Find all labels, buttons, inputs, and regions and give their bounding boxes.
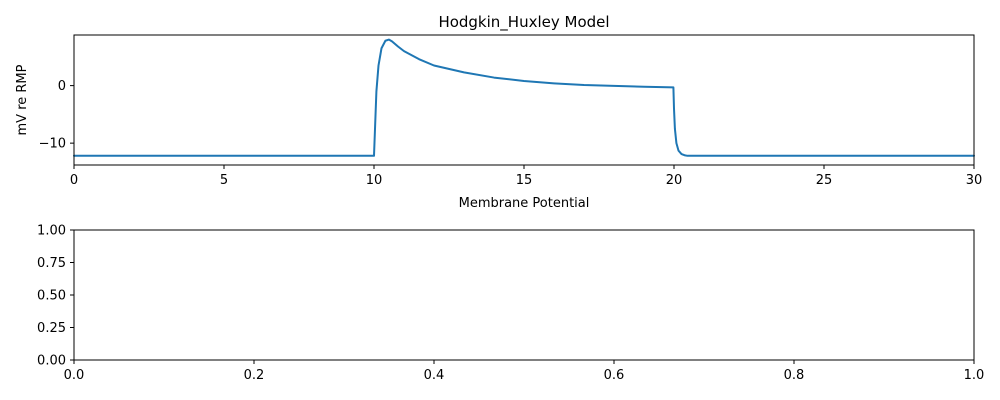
top-x-tick-label: 30 (966, 173, 983, 188)
bottom-x-tick-label: 0.4 (424, 368, 445, 383)
top-x-tick-label: 15 (516, 173, 533, 188)
top-y-tick-label: 0 (58, 79, 66, 94)
voltage-series-line (73, 38, 975, 157)
bottom-axes-frame (73, 229, 975, 361)
bottom-y-tick-label: 0.00 (37, 354, 66, 369)
top-y-tick-label: −10 (39, 137, 66, 152)
top-y-ticks: −10 0 (39, 79, 74, 152)
bottom-y-tick-label: 1.00 (37, 224, 66, 239)
top-x-tick-label: 0 (70, 173, 78, 188)
bottom-x-tick-label: 0.0 (64, 368, 85, 383)
bottom-y-tick-label: 0.50 (37, 289, 66, 304)
top-x-tick-label: 5 (220, 173, 228, 188)
bottom-y-tick-label: 0.75 (37, 256, 66, 271)
bottom-y-tick-label: 0.25 (37, 321, 66, 336)
bottom-x-ticks: 0.0 0.2 0.4 0.6 0.8 1.0 (64, 360, 985, 383)
top-x-tick-label: 25 (816, 173, 833, 188)
chart-title: Hodgkin_Huxley Model (438, 13, 609, 32)
top-x-tick-label: 20 (666, 173, 683, 188)
y-axis-label: mV re RMP (15, 64, 30, 135)
bottom-y-ticks: 0.00 0.25 0.50 0.75 1.00 (37, 224, 74, 369)
voltage-trace-plot: Hodgkin_Huxley Model −10 0 0 5 10 15 20 25 30 M… (15, 13, 982, 211)
bottom-x-tick-label: 0.2 (244, 368, 265, 383)
top-x-ticks: 0 5 10 15 20 25 30 (70, 165, 982, 188)
top-axes-frame (73, 34, 975, 166)
bottom-x-tick-label: 0.6 (604, 368, 625, 383)
x-axis-label: Membrane Potential (459, 196, 590, 211)
bottom-x-tick-label: 0.8 (784, 368, 805, 383)
bottom-x-tick-label: 1.0 (964, 368, 985, 383)
empty-plot: 0.00 0.25 0.50 0.75 1.00 0.0 0.2 0.4 0.6 0.8 1.0 (37, 224, 984, 384)
top-x-tick-label: 10 (366, 173, 383, 188)
